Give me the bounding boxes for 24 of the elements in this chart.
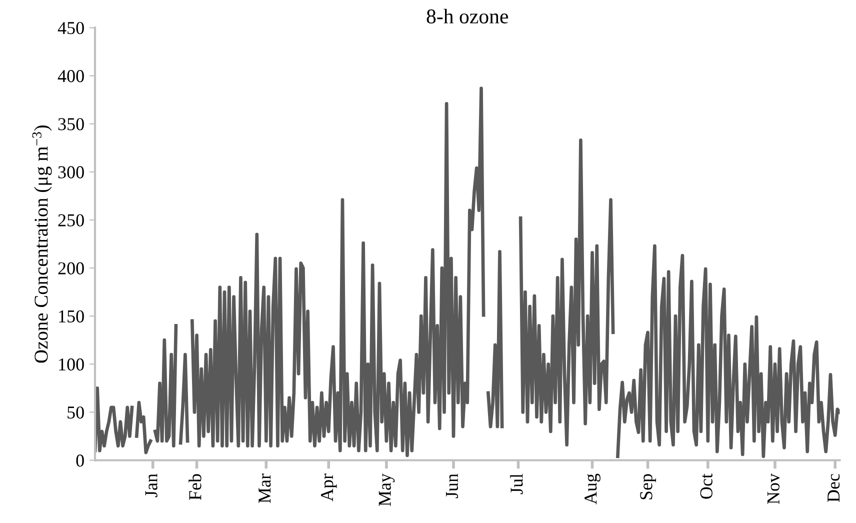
y-tick-label: 250 (58, 214, 84, 226)
x-tick-label: Aug (584, 474, 600, 504)
x-tick-label: May (378, 474, 395, 506)
x-tick-label: Mar (258, 474, 271, 503)
y-tick-label: 450 (58, 22, 84, 34)
x-tick-label: Jul (510, 474, 523, 494)
y-tick-label: 400 (58, 70, 84, 82)
y-tick-label: 150 (59, 310, 84, 323)
x-tick-label: Jan (145, 474, 158, 498)
y-tick-label: 300 (58, 166, 84, 178)
x-tick-label: Dec (828, 474, 840, 502)
x-tick-label: Jun (446, 474, 458, 498)
y-axis-title: Ozone Concentration (μg m$^{−3}$) (32, 126, 52, 363)
x-tick-label: Oct (700, 474, 712, 499)
y-tick-label: 50 (68, 406, 84, 419)
x-tick-label: Sep (640, 474, 656, 500)
y-tick-label: 0 (76, 454, 84, 467)
y-tick-label: 350 (58, 118, 84, 130)
x-tick-label: Nov (767, 473, 780, 504)
chart-title: 8-h ozone (426, 8, 508, 24)
y-tick-label: 100 (59, 358, 84, 371)
x-tick-label: Apr (321, 474, 337, 502)
x-tick-label: Feb (188, 474, 202, 500)
y-tick-label: 200 (58, 262, 84, 274)
